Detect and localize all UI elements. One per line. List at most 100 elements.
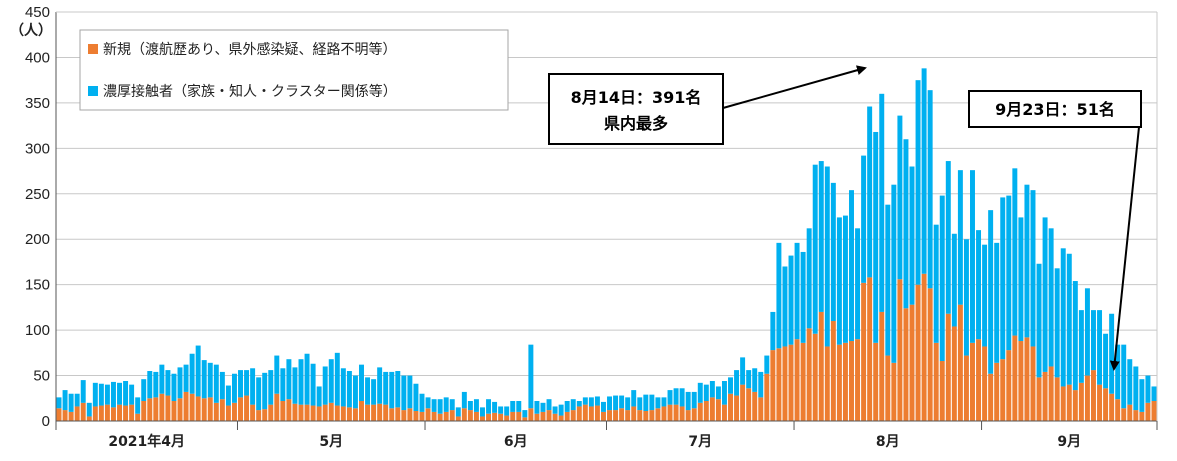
bar-contact: [473, 399, 479, 412]
bar-new: [873, 342, 879, 421]
bar-new: [129, 404, 135, 421]
bar-contact: [359, 364, 364, 402]
legend: 新規（渡航歴あり、県外感染疑、経路不明等） 濃厚接触者（家族・知人・クラスター関…: [79, 29, 509, 111]
bar-new: [231, 402, 237, 421]
bar-new: [721, 404, 727, 421]
bar-new: [1054, 377, 1060, 421]
bar-contact: [244, 370, 250, 396]
bar-new: [1151, 401, 1157, 421]
bar-contact: [1103, 333, 1109, 389]
bar-new: [177, 398, 183, 421]
bar-new: [667, 404, 673, 421]
bar-contact: [1151, 386, 1157, 401]
bar-new: [988, 373, 994, 421]
bar-new: [286, 399, 292, 421]
bar-contact: [601, 401, 606, 412]
bar-contact: [467, 401, 473, 411]
bar-contact: [1133, 366, 1139, 411]
y-tick-label: 150: [25, 277, 50, 294]
bar-contact: [963, 239, 969, 356]
axes: [55, 11, 1158, 430]
bar-contact: [1139, 379, 1145, 412]
bar-new: [171, 401, 177, 421]
legend-swatch-contact: [88, 86, 98, 96]
bar-new: [504, 415, 510, 421]
bar-new: [879, 311, 885, 421]
bar-contact: [788, 255, 794, 345]
bar-new: [1127, 404, 1133, 421]
bar-contact: [988, 210, 994, 374]
bar-new: [1006, 350, 1012, 421]
bar-new: [897, 279, 903, 421]
bar-contact: [492, 401, 498, 413]
bar-new: [957, 304, 963, 421]
bar-contact: [371, 379, 377, 405]
bar-contact: [625, 397, 631, 411]
bar-new: [516, 411, 522, 421]
bar-contact: [776, 242, 782, 349]
bar-contact: [425, 397, 431, 409]
bar-contact: [274, 355, 280, 394]
bar-contact: [1109, 313, 1115, 394]
bar-contact: [480, 407, 485, 417]
bar-contact: [86, 402, 92, 417]
bar-new: [1121, 408, 1127, 421]
bar-new: [1018, 341, 1024, 421]
bar-new: [558, 415, 564, 421]
bar-new: [425, 408, 431, 421]
bar-new: [782, 346, 788, 421]
bar-new: [1048, 366, 1054, 421]
bar-contact: [419, 393, 425, 412]
bar-new: [945, 313, 951, 421]
bar-new: [812, 333, 818, 421]
bar-new: [346, 407, 352, 421]
bar-contact: [286, 359, 292, 400]
bar-contact: [443, 397, 449, 412]
bar-new: [752, 391, 758, 421]
bar-contact: [540, 402, 546, 412]
bar-contact: [594, 396, 600, 406]
bar-new: [728, 393, 733, 421]
bar-new: [104, 404, 110, 421]
bar-new: [607, 410, 612, 421]
bar-contact: [721, 381, 727, 405]
bar-contact: [734, 370, 740, 396]
bar-contact: [195, 345, 201, 397]
bar-new: [244, 395, 250, 421]
bar-contact: [1048, 228, 1054, 367]
bar-contact: [231, 373, 237, 403]
bar-new: [691, 408, 697, 421]
bar-new: [437, 413, 443, 421]
bar-contact: [794, 242, 800, 340]
bar-new: [371, 404, 377, 421]
bar-new: [492, 412, 498, 421]
bar-new: [788, 344, 794, 421]
bar-new: [86, 416, 92, 421]
bar-new: [546, 410, 552, 421]
bar-contact: [982, 244, 988, 347]
bar-new: [867, 277, 873, 421]
bar-contact: [504, 406, 510, 416]
bar-contact: [1006, 195, 1012, 351]
bar-contact: [1127, 359, 1133, 405]
bar-new: [1115, 399, 1121, 421]
bar-new: [522, 417, 528, 421]
bar-new: [794, 339, 800, 421]
bar-contact: [437, 399, 443, 414]
bar-contact: [703, 384, 709, 401]
bar-new: [238, 397, 243, 421]
bar-contact: [56, 397, 62, 409]
bar-new: [715, 399, 721, 421]
bar-new: [359, 401, 364, 421]
bar-new: [885, 355, 891, 421]
bar-new: [939, 361, 945, 421]
bar-new: [328, 402, 334, 421]
annotation-latest-arrow: [1109, 126, 1140, 371]
bar-new: [165, 395, 171, 421]
bar-new: [1012, 335, 1018, 421]
bar-new: [467, 410, 473, 421]
y-tick-label: 0: [42, 413, 50, 430]
bar-new: [213, 402, 219, 421]
y-tick-label: 50: [33, 368, 50, 385]
